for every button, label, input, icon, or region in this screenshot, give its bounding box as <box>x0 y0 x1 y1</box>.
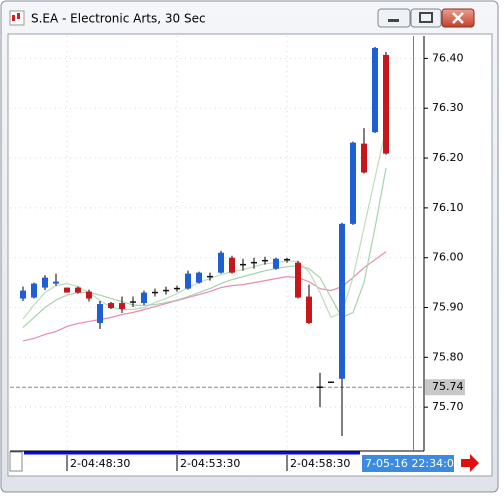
candle-body <box>53 281 59 284</box>
candle-body <box>75 287 81 293</box>
cursor-time-label: 7-05-16 22:34:00 <box>365 457 461 470</box>
x-tick-label: 2-04:53:30 <box>180 457 240 470</box>
candle-body <box>42 277 48 288</box>
candle-body <box>383 54 389 154</box>
candle-body <box>196 272 202 283</box>
y-tick-label: 75.90 <box>432 301 464 314</box>
chart-pane <box>7 33 493 477</box>
candle-body <box>119 303 125 310</box>
y-tick-label: 76.20 <box>432 151 464 164</box>
plot: 75.70 75.80 75.90 76.00 76.10 76.20 76.30 76.40… <box>10 36 465 472</box>
average-line <box>22 167 387 328</box>
minimize-button[interactable] <box>377 8 411 28</box>
candle-body <box>295 262 301 298</box>
candle-body <box>306 296 312 323</box>
candle-body <box>185 273 191 289</box>
y-tick-label: 76.10 <box>432 201 464 214</box>
candle-body <box>20 290 26 299</box>
y-tick-label: 76.30 <box>432 101 464 114</box>
y-tick-label: 76.40 <box>432 51 464 64</box>
y-tick-label: 76.00 <box>432 251 464 264</box>
candle-body <box>64 287 70 293</box>
candle-body <box>361 143 367 173</box>
cursor-time-box <box>362 455 454 472</box>
candle-body <box>273 258 279 269</box>
scroll-box[interactable] <box>9 451 23 472</box>
candle-body <box>97 304 103 323</box>
x-tick-label: 2-04:48:30 <box>70 457 130 470</box>
candle-body <box>218 252 224 273</box>
candle-body <box>229 257 235 273</box>
candle-body <box>108 303 114 309</box>
average-line <box>22 251 387 342</box>
close-button[interactable] <box>441 8 475 28</box>
last-price-label: 75.74 <box>432 380 464 393</box>
average-line <box>22 128 387 320</box>
candle-body <box>372 47 378 133</box>
maximize-button[interactable] <box>410 8 442 28</box>
window-title: S.EA - Electronic Arts, 30 Sec <box>31 12 206 26</box>
scroll-right-arrow[interactable] <box>461 454 479 472</box>
candle-body <box>31 283 37 298</box>
last-price-box <box>425 379 465 396</box>
y-tick-label: 75.70 <box>432 400 464 413</box>
candle-body <box>350 142 356 224</box>
candle-body <box>339 223 345 379</box>
candle-body <box>86 291 92 299</box>
candle-body <box>141 292 147 304</box>
y-tick-label: 75.80 <box>432 350 464 363</box>
x-tick-label: 2-04:58:30 <box>290 457 350 470</box>
app-icon <box>9 10 25 26</box>
